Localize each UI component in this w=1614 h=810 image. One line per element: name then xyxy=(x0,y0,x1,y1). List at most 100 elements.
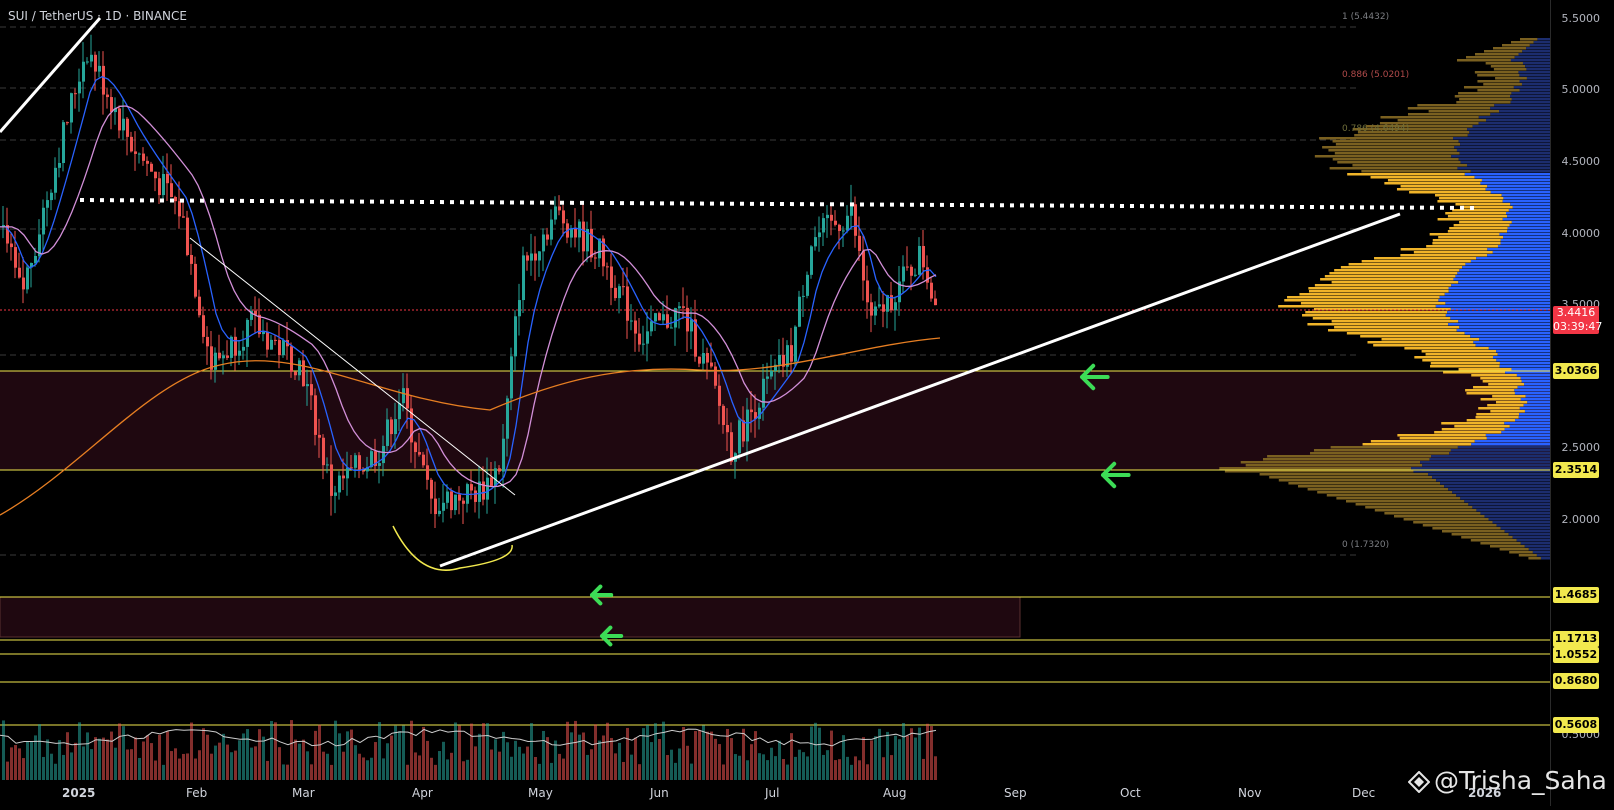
profile-bar xyxy=(1362,443,1472,446)
volume-bar xyxy=(586,754,589,780)
candle-body xyxy=(474,490,477,502)
profile-bar xyxy=(1400,248,1488,251)
profile-bar xyxy=(1453,278,1550,281)
candle-body xyxy=(414,442,417,453)
profile-bar xyxy=(1467,134,1550,137)
candle-body xyxy=(190,255,193,264)
volume-bar xyxy=(894,735,897,780)
logo-icon xyxy=(1408,771,1430,793)
profile-bar xyxy=(1447,311,1550,314)
profile-bar xyxy=(1346,332,1465,335)
candle-body xyxy=(730,432,733,462)
candle-body xyxy=(934,298,937,306)
symbol-label[interactable]: SUI / TetherUS · 1D · BINANCE xyxy=(8,9,187,23)
candle-body xyxy=(906,266,909,268)
profile-bar xyxy=(1444,485,1550,488)
candle-body xyxy=(506,398,509,439)
profile-bar xyxy=(1308,290,1449,293)
volume-bar xyxy=(214,745,217,780)
candle-body xyxy=(846,215,849,231)
profile-bar xyxy=(1442,530,1505,533)
candle-body xyxy=(38,234,41,256)
volume-bar xyxy=(722,764,725,780)
chart-canvas[interactable] xyxy=(0,0,1550,806)
profile-bar xyxy=(1516,374,1550,377)
level-tag: 1.0552 xyxy=(1553,647,1599,663)
candle-body xyxy=(298,360,301,376)
profile-bar xyxy=(1320,278,1454,281)
volume-bar xyxy=(766,760,769,780)
volume-bar xyxy=(10,747,13,780)
candle-body xyxy=(266,331,269,350)
candle-body xyxy=(206,336,209,347)
candle-body xyxy=(70,93,73,123)
profile-bar xyxy=(1240,461,1421,464)
volume-bar xyxy=(598,740,601,780)
volume-bar xyxy=(922,758,925,780)
candle-body xyxy=(822,218,825,233)
profile-bar xyxy=(1400,185,1488,188)
volume-bar xyxy=(538,763,541,780)
price-chart[interactable]: SUI / TetherUS · 1D · BINANCE 1 (5.4432)… xyxy=(0,0,1550,806)
candle-body xyxy=(486,477,489,500)
profile-bar xyxy=(1505,371,1550,374)
volume-bar xyxy=(322,751,325,780)
candle-body xyxy=(754,412,757,419)
time-label-2026: 2026 xyxy=(1468,786,1502,800)
candle-body xyxy=(318,434,321,438)
volume-bar xyxy=(354,745,357,780)
profile-bar xyxy=(1300,302,1446,305)
volume-bar xyxy=(202,728,205,780)
profile-bar xyxy=(1278,479,1437,482)
profile-bar xyxy=(1329,272,1458,275)
volume-bar xyxy=(46,739,49,780)
profile-bar xyxy=(1520,38,1538,41)
profile-bar xyxy=(1298,485,1445,488)
profile-bar xyxy=(1484,50,1523,53)
profile-bar xyxy=(1460,161,1550,164)
profile-bar xyxy=(1452,209,1509,212)
volume-bar xyxy=(114,747,117,780)
candle-body xyxy=(790,345,793,362)
fib-label-1: 1 (5.4432) xyxy=(1342,12,1390,22)
profile-bar xyxy=(1507,227,1550,230)
profile-bar xyxy=(1461,536,1513,539)
candle-body xyxy=(770,370,773,377)
candle-body xyxy=(58,162,61,168)
profile-bar xyxy=(1455,275,1550,278)
volume-bar xyxy=(806,756,809,780)
profile-bar xyxy=(1501,194,1550,197)
profile-bar xyxy=(1317,491,1453,494)
profile-bar xyxy=(1379,122,1479,125)
volume-bar xyxy=(274,722,277,780)
candle-body xyxy=(902,266,905,282)
profile-bar xyxy=(1387,179,1482,182)
candle-body xyxy=(690,319,693,332)
profile-bar xyxy=(1481,179,1550,182)
candle-body xyxy=(594,257,597,259)
price-axis[interactable]: 5.5000 5.0000 4.5000 4.0000 3.5000 2.500… xyxy=(1550,0,1614,806)
profile-bar xyxy=(1269,476,1433,479)
candle-body xyxy=(46,200,49,208)
candle-body xyxy=(66,122,69,124)
candle-body xyxy=(766,376,769,379)
time-label-aug: Aug xyxy=(883,786,907,800)
profile-bar xyxy=(1453,137,1550,140)
profile-bar xyxy=(1334,269,1460,272)
profile-bar xyxy=(1492,251,1550,254)
profile-bar xyxy=(1451,533,1509,536)
volume-bar xyxy=(142,741,145,780)
profile-bar xyxy=(1357,131,1470,134)
profile-bar xyxy=(1517,386,1550,389)
price-tick: 2.0000 xyxy=(1561,513,1601,526)
volume-bar xyxy=(782,758,785,780)
time-label-may: May xyxy=(528,786,553,800)
profile-bar xyxy=(1526,77,1550,80)
candle-body xyxy=(394,419,397,435)
profile-bar xyxy=(1474,440,1550,443)
candle-body xyxy=(62,122,65,163)
profile-bar xyxy=(1516,539,1550,542)
volume-bar xyxy=(610,737,613,780)
profile-bar xyxy=(1454,146,1550,149)
volume-bar xyxy=(662,721,665,780)
